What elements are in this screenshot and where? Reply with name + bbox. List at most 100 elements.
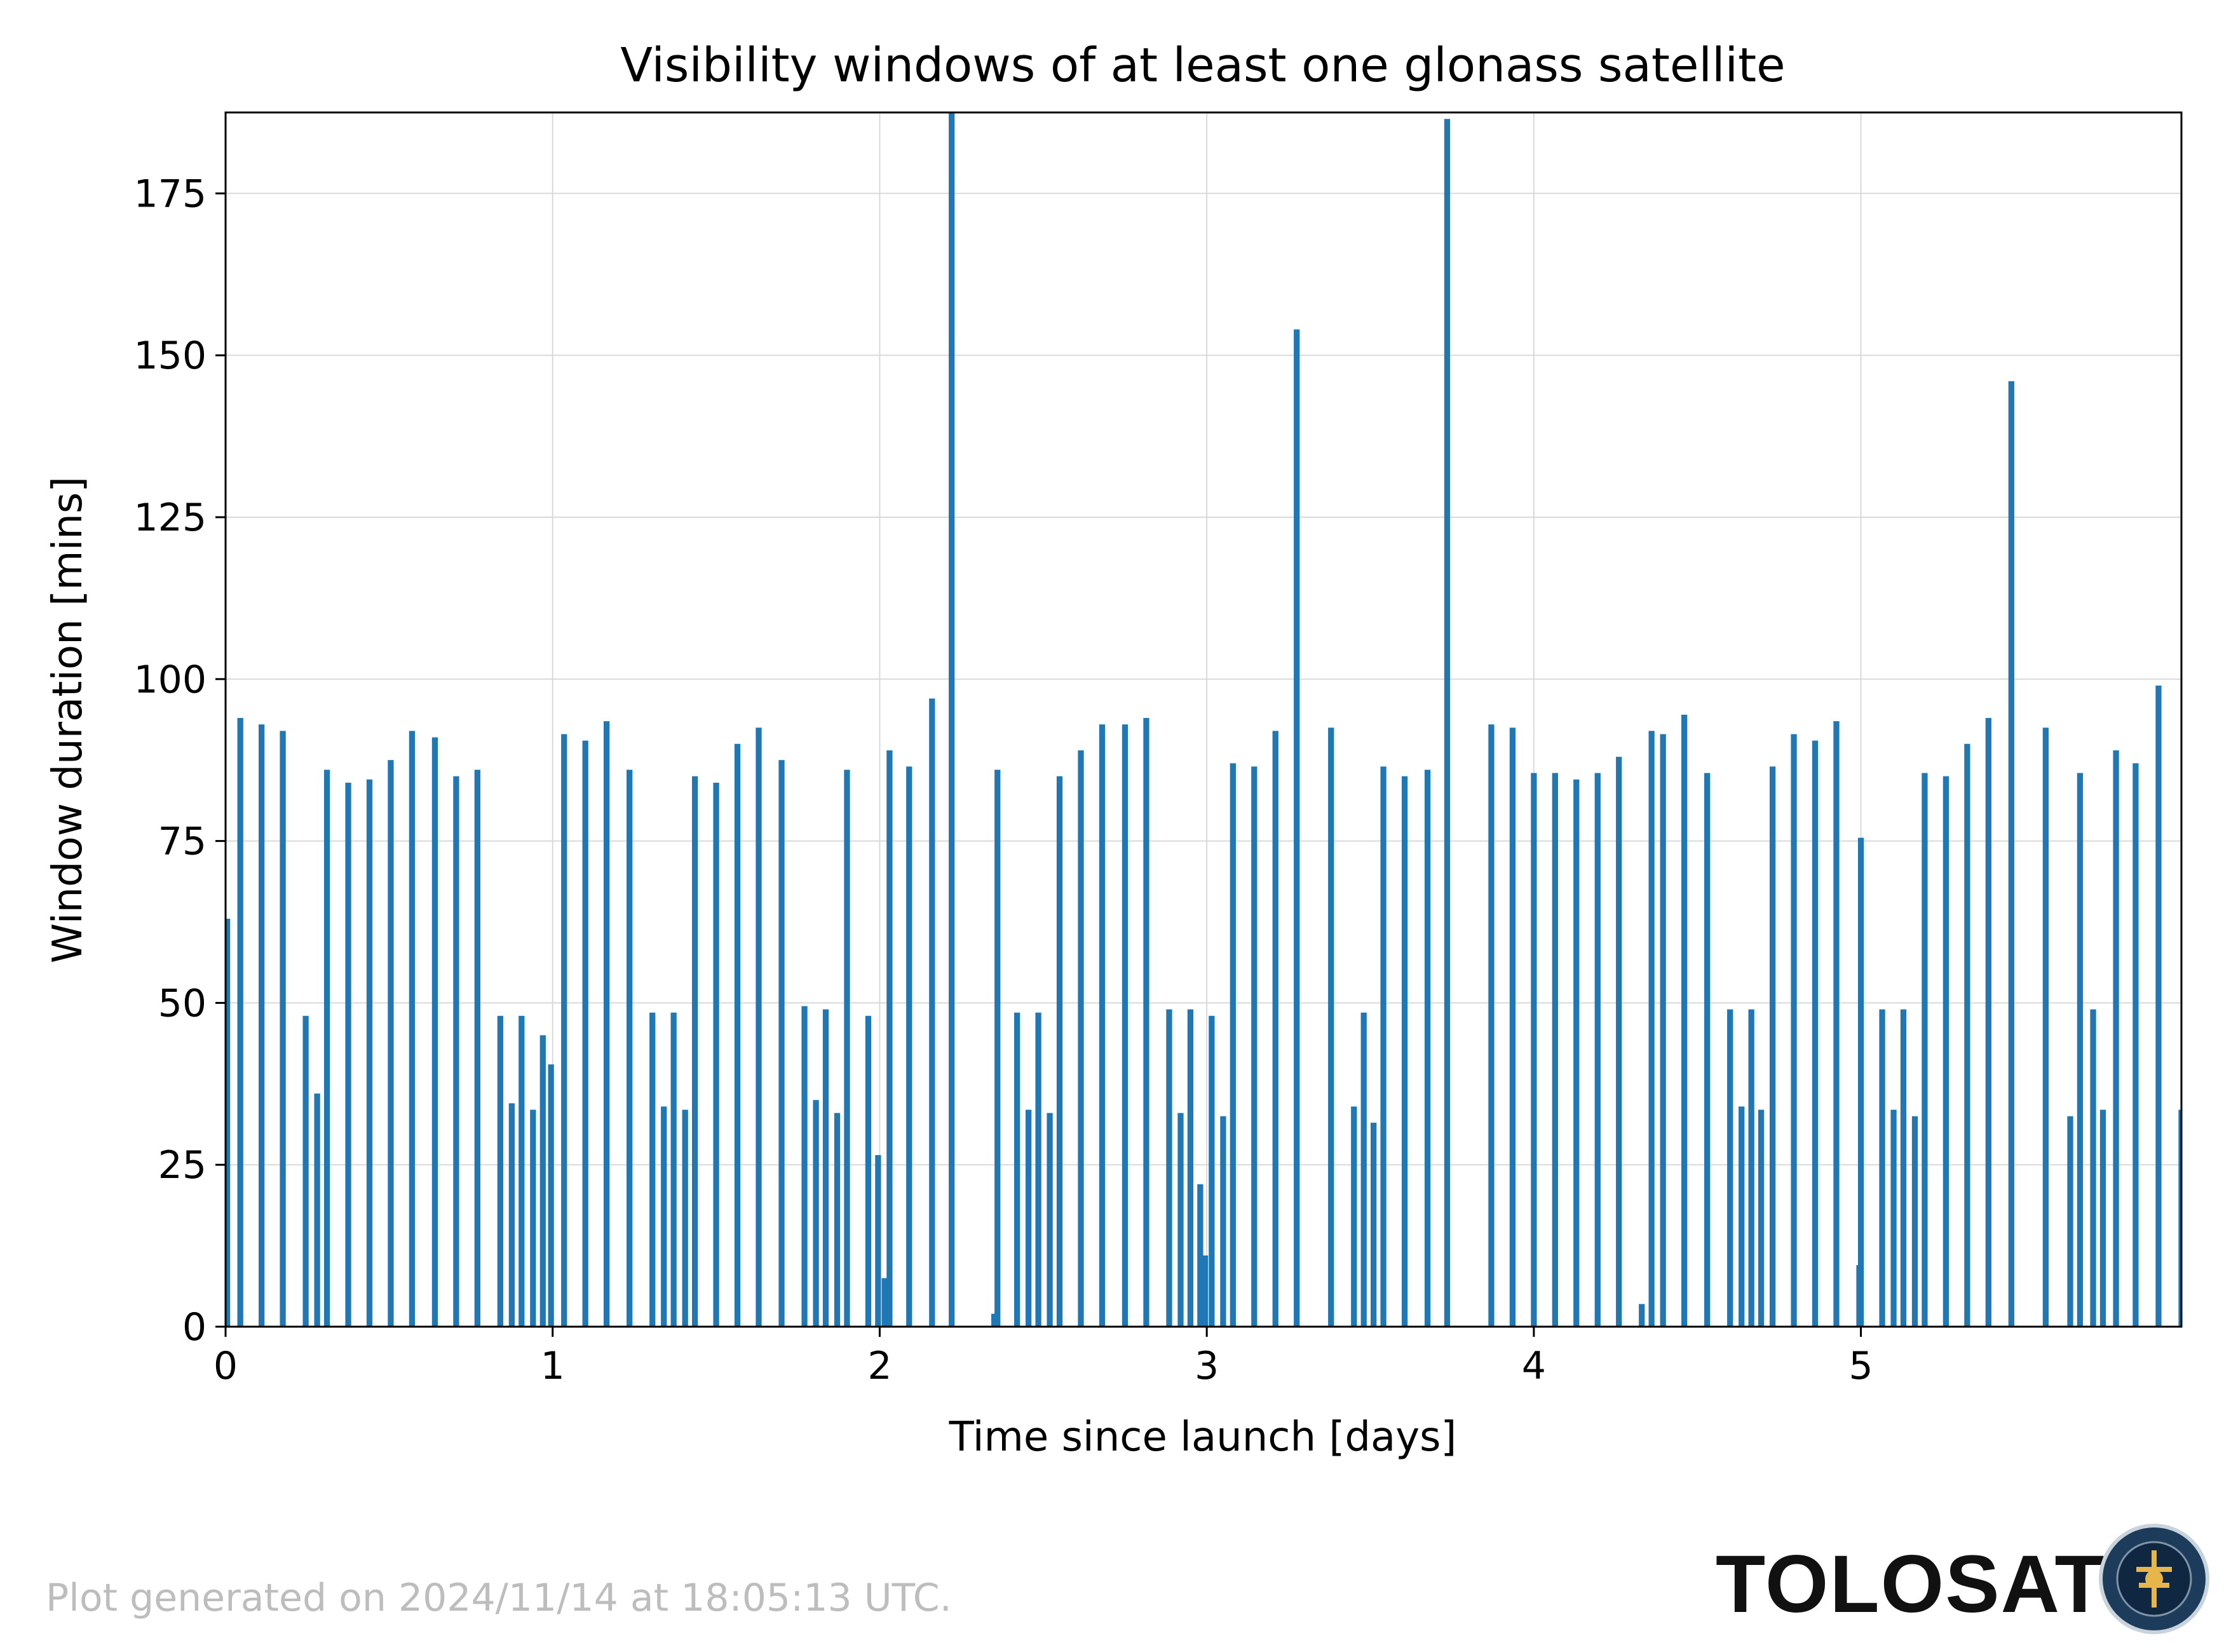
bar (1857, 837, 1864, 1327)
bar (474, 769, 480, 1327)
y-tick-label: 175 (133, 172, 207, 216)
bar (582, 740, 588, 1327)
y-tick-label: 150 (133, 334, 207, 378)
bar (778, 760, 785, 1327)
bar (508, 1103, 515, 1327)
bar (258, 724, 265, 1327)
bar (539, 1035, 546, 1327)
bar (1047, 1113, 1053, 1327)
bar (561, 734, 567, 1327)
bar (1727, 1009, 1733, 1327)
x-axis-label: Time since launch [days] (949, 1414, 1457, 1461)
bar (682, 1109, 688, 1327)
bar (1769, 766, 1776, 1327)
bar (1552, 773, 1558, 1327)
bar (627, 769, 633, 1327)
chart: Visibility windows of at least one glona… (44, 38, 2183, 1461)
bar (1187, 1009, 1194, 1327)
bar (994, 769, 1001, 1327)
x-tick-label: 4 (1522, 1344, 1546, 1388)
y-axis-label: Window duration [mins] (44, 477, 92, 963)
bar (237, 717, 243, 1327)
bar (1035, 1012, 1041, 1327)
bar (2067, 1116, 2073, 1327)
bar (1202, 1255, 1209, 1327)
grid-lines (225, 112, 2181, 1327)
plot-frame (224, 111, 2183, 1328)
bar (1251, 766, 1258, 1327)
bar (497, 1015, 503, 1327)
bar (1143, 717, 1149, 1327)
bar (1328, 728, 1334, 1327)
bar (1531, 773, 1537, 1327)
x-tick-label: 2 (867, 1344, 892, 1388)
bar (1056, 776, 1063, 1327)
y-ticks: 0 25 50 75 100 125 150 175 (133, 172, 226, 1350)
bar (2155, 685, 2162, 1327)
bar (1833, 721, 1840, 1327)
bar (1166, 1009, 1172, 1327)
bar (1758, 1109, 1765, 1327)
bar (1660, 734, 1666, 1327)
bar (1424, 769, 1431, 1327)
y-tick-label: 125 (133, 496, 207, 540)
bar (1444, 119, 1451, 1327)
bar (1985, 717, 1991, 1327)
bar (1360, 1012, 1367, 1327)
bar (1890, 1109, 1897, 1327)
bar (1900, 1009, 1907, 1327)
bar (865, 1015, 872, 1327)
y-tick-label: 0 (182, 1305, 207, 1350)
bar (530, 1109, 536, 1327)
bar (2090, 1009, 2096, 1327)
bar (1099, 724, 1106, 1327)
x-tick-label: 0 (214, 1344, 238, 1388)
y-tick-label: 50 (158, 981, 207, 1026)
generated-note: Plot generated on 2024/11/14 at 18:05:13… (46, 1576, 952, 1620)
bar (1922, 773, 1928, 1327)
x-tick-label: 1 (541, 1344, 565, 1388)
x-ticks: 0 1 2 3 4 5 (214, 1327, 1873, 1388)
bar (2132, 763, 2139, 1327)
bar (734, 743, 741, 1327)
bar (2178, 1109, 2181, 1327)
bar (1209, 1015, 1215, 1327)
bar (949, 112, 955, 1327)
bar (1294, 329, 1300, 1327)
bar (801, 1006, 808, 1327)
bar (302, 1015, 309, 1327)
bars (226, 112, 2181, 1327)
bar (1272, 731, 1278, 1327)
bar (1748, 1009, 1754, 1327)
bar (1594, 773, 1601, 1327)
bar (431, 737, 438, 1327)
bar (453, 776, 459, 1327)
bar (345, 782, 351, 1327)
bar (1220, 1116, 1226, 1327)
bar (834, 1113, 841, 1327)
chart-title: Visibility windows of at least one glona… (620, 38, 1785, 93)
bar (1911, 1116, 1918, 1327)
bar (226, 918, 231, 1327)
bar (2099, 1109, 2106, 1327)
bar (1791, 734, 1797, 1327)
bar (366, 779, 373, 1327)
bar (1704, 773, 1711, 1327)
bar (1573, 779, 1580, 1327)
bar (1230, 763, 1236, 1327)
bar (881, 1278, 888, 1327)
bar (1639, 1304, 1645, 1327)
bar (1488, 724, 1495, 1327)
bar (1681, 714, 1688, 1327)
bar (1616, 757, 1622, 1327)
tolosat-logo-icon (2099, 1524, 2209, 1634)
bar (2077, 773, 2084, 1327)
x-tick-label: 3 (1195, 1344, 1219, 1388)
bar (1177, 1113, 1184, 1327)
bar (1879, 1009, 1885, 1327)
bar (1025, 1109, 1032, 1327)
bar (388, 760, 394, 1327)
bar (1122, 724, 1129, 1327)
bar (991, 1313, 998, 1327)
bar (2008, 381, 2014, 1327)
